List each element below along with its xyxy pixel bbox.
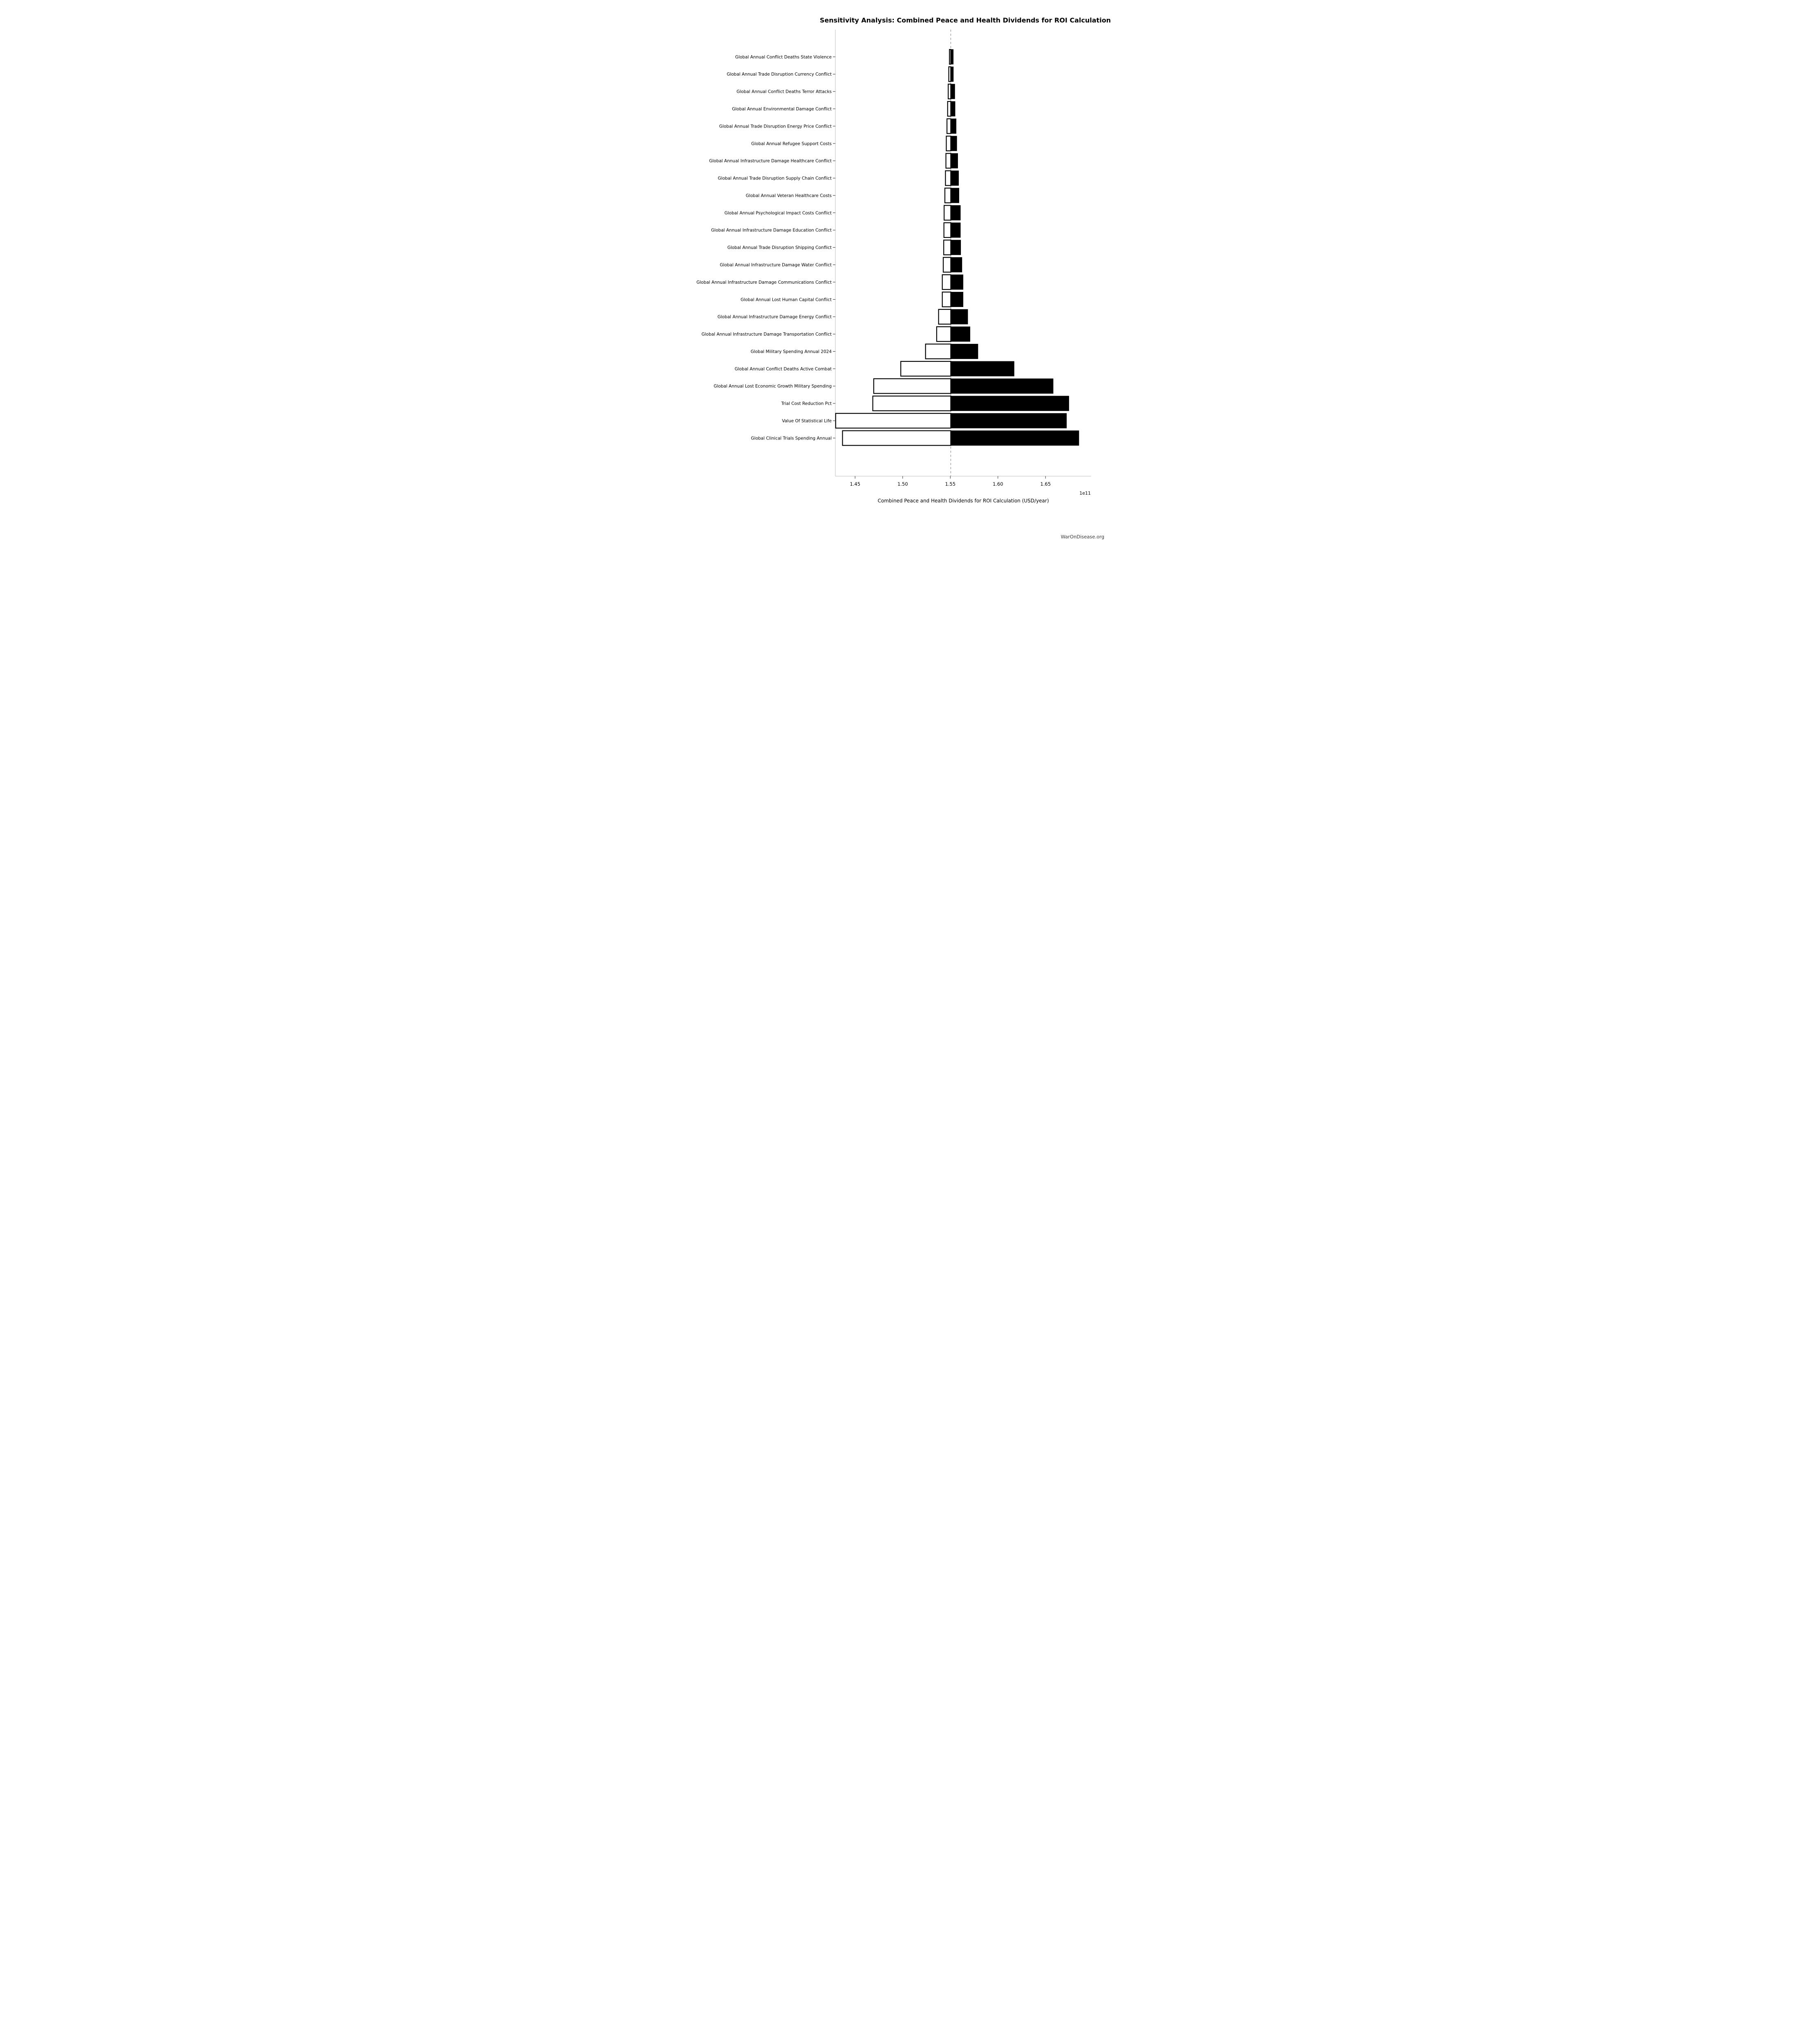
bar-high: [950, 344, 978, 359]
bar-low: [943, 205, 951, 221]
y-axis-label: Global Annual Trade Disruption Supply Ch…: [718, 176, 832, 181]
y-axis-label: Global Annual Veteran Healthcare Costs: [745, 193, 831, 198]
y-axis-label: Global Annual Psychological Impact Costs…: [724, 211, 831, 215]
bar-high: [950, 101, 955, 117]
bar-low: [835, 413, 951, 429]
bar-high: [950, 119, 956, 134]
y-axis-label: Global Annual Lost Human Capital Conflic…: [741, 297, 832, 302]
axis-offset-label: 1e11: [1079, 491, 1091, 496]
y-axis-label: Global Military Spending Annual 2024: [750, 349, 832, 354]
bar-low: [900, 361, 951, 377]
y-axis-label: Trial Cost Reduction Pct: [781, 401, 832, 406]
y-axis-label: Global Annual Infrastructure Damage Heal…: [709, 159, 832, 164]
bar-low: [942, 291, 951, 307]
bar-high: [950, 205, 960, 221]
y-axis-label: Global Annual Conflict Deaths State Viol…: [735, 55, 831, 60]
x-tick-label: 1.50: [897, 481, 908, 487]
bar-high: [950, 413, 1067, 428]
y-axis-label: Global Annual Infrastructure Damage Ener…: [717, 315, 831, 320]
bar-high: [950, 153, 958, 168]
chart-title: Sensitivity Analysis: Combined Peace and…: [819, 16, 1110, 24]
bar-low: [947, 83, 951, 99]
bar-low: [945, 153, 951, 169]
y-axis-label: Global Annual Trade Disruption Currency …: [727, 72, 832, 77]
bar-high: [950, 170, 959, 186]
bar-high: [950, 430, 1079, 446]
y-axis-label: Global Annual Infrastructure Damage Educ…: [711, 228, 832, 233]
x-tick-label: 1.65: [1040, 481, 1051, 487]
y-axis-label: Global Annual Infrastructure Damage Wate…: [720, 262, 832, 267]
x-tick-label: 1.55: [945, 481, 956, 487]
bar-high: [950, 257, 962, 273]
bar-low: [872, 395, 951, 411]
y-axis-label: Global Annual Conflict Deaths Active Com…: [734, 367, 831, 372]
bar-low: [938, 309, 951, 325]
y-axis-label: Global Annual Trade Disruption Shipping …: [727, 245, 831, 250]
bar-high: [950, 309, 968, 325]
bar-low: [841, 430, 951, 446]
sensitivity-tornado-figure: Global Annual Conflict Deaths State Viol…: [674, 7, 1123, 556]
bar-high: [950, 361, 1014, 377]
y-axis-label: Global Annual Lost Economic Growth Milit…: [714, 384, 832, 389]
bar-high: [950, 136, 957, 151]
y-axis-label: Value Of Statistical Life: [782, 419, 832, 424]
bar-high: [950, 188, 959, 203]
x-tick-label: 1.45: [850, 481, 860, 487]
footer-brand: WarOnDisease.org: [1061, 534, 1104, 540]
chart-canvas: Global Annual Conflict Deaths State Viol…: [674, 7, 1123, 556]
bar-low: [925, 343, 951, 359]
x-tick-label: 1.60: [992, 481, 1003, 487]
bar-low: [943, 240, 951, 256]
y-axis-label: Global Annual Refugee Support Costs: [751, 141, 832, 146]
bar-low: [946, 118, 951, 134]
bar-high: [950, 291, 963, 307]
x-axis-label: Combined Peace and Health Dividends for …: [877, 498, 1049, 504]
bar-low: [942, 274, 951, 290]
y-axis-label: Global Annual Trade Disruption Energy Pr…: [719, 124, 831, 129]
bar-high: [950, 222, 960, 238]
bar-high: [950, 84, 955, 99]
bar-low: [948, 66, 951, 82]
bar-low: [944, 170, 951, 186]
y-axis-label: Global Clinical Trials Spending Annual: [751, 436, 831, 441]
bar-high: [950, 66, 953, 82]
bar-high: [950, 396, 1069, 411]
bar-high: [950, 49, 953, 65]
bar-high: [950, 274, 963, 290]
bar-low: [943, 222, 951, 238]
bar-low: [945, 135, 951, 152]
bar-low: [936, 326, 951, 342]
bar-high: [950, 326, 970, 342]
bar-low: [947, 101, 951, 117]
y-axis-label: Global Annual Infrastructure Damage Tran…: [701, 332, 832, 337]
bar-low: [873, 378, 951, 394]
bar-low: [944, 188, 951, 204]
bar-low: [942, 257, 951, 273]
y-axis-label: Global Annual Conflict Deaths Terror Att…: [736, 90, 832, 94]
y-axis-label: Global Annual Environmental Damage Confl…: [732, 107, 832, 112]
y-axis-label: Global Annual Infrastructure Damage Comm…: [696, 280, 832, 285]
bar-high: [950, 240, 961, 255]
bar-high: [950, 378, 1053, 394]
